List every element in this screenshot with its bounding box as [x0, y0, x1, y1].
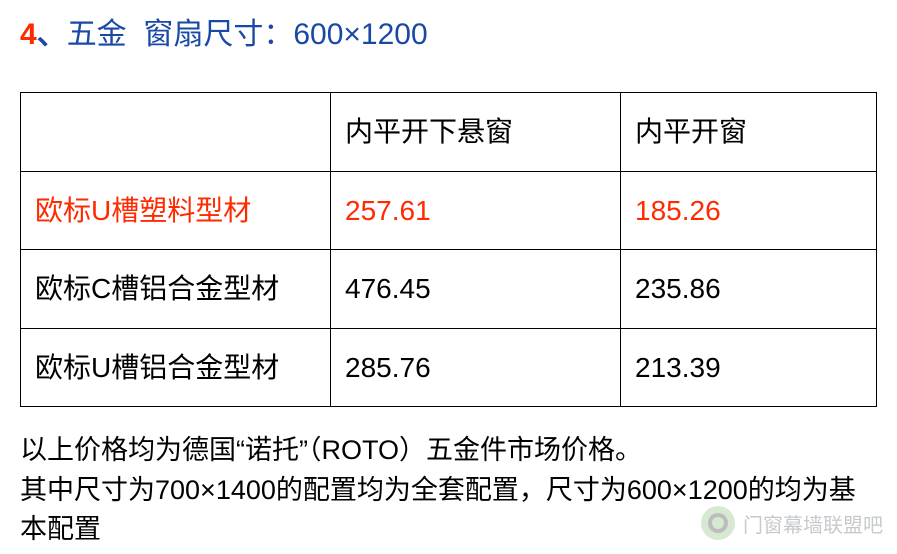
heading-spec: 窗扇尺寸：600×1200	[143, 18, 427, 51]
table-cell: 欧标C槽铝合金型材	[21, 250, 331, 329]
table-header-cell: 内平开窗	[621, 93, 877, 172]
heading-punct: 、	[37, 18, 67, 51]
table-cell: 257.61	[331, 171, 621, 250]
watermark-text: 门窗幕墙联盟吧	[743, 509, 883, 538]
table-header-cell	[21, 93, 331, 172]
table-row: 欧标U槽铝合金型材 285.76 213.39	[21, 328, 877, 407]
table-header-row: 内平开下悬窗 内平开窗	[21, 93, 877, 172]
table-row: 欧标U槽塑料型材 257.61 185.26	[21, 171, 877, 250]
table-row: 欧标C槽铝合金型材 476.45 235.86	[21, 250, 877, 329]
table-cell: 476.45	[331, 250, 621, 329]
table-cell: 欧标U槽塑料型材	[21, 171, 331, 250]
table-cell: 235.86	[621, 250, 877, 329]
price-table: 内平开下悬窗 内平开窗 欧标U槽塑料型材 257.61 185.26 欧标C槽铝…	[20, 92, 877, 407]
heading-hardware: 五金	[67, 18, 127, 51]
watermark: 门窗幕墙联盟吧	[701, 506, 883, 540]
table-cell: 欧标U槽铝合金型材	[21, 328, 331, 407]
table-cell: 185.26	[621, 171, 877, 250]
heading-number: 4	[20, 18, 37, 51]
table-header-cell: 内平开下悬窗	[331, 93, 621, 172]
document-body: 4、五金 窗扇尺寸：600×1200 内平开下悬窗 内平开窗 欧标U槽塑料型材 …	[0, 0, 897, 549]
table-cell: 285.76	[331, 328, 621, 407]
table-cell: 213.39	[621, 328, 877, 407]
note-line: 以上价格均为德国“诺托”（ROTO）五金件市场价格。	[20, 431, 877, 470]
section-heading: 4、五金 窗扇尺寸：600×1200	[20, 14, 877, 56]
wechat-icon	[701, 506, 735, 540]
